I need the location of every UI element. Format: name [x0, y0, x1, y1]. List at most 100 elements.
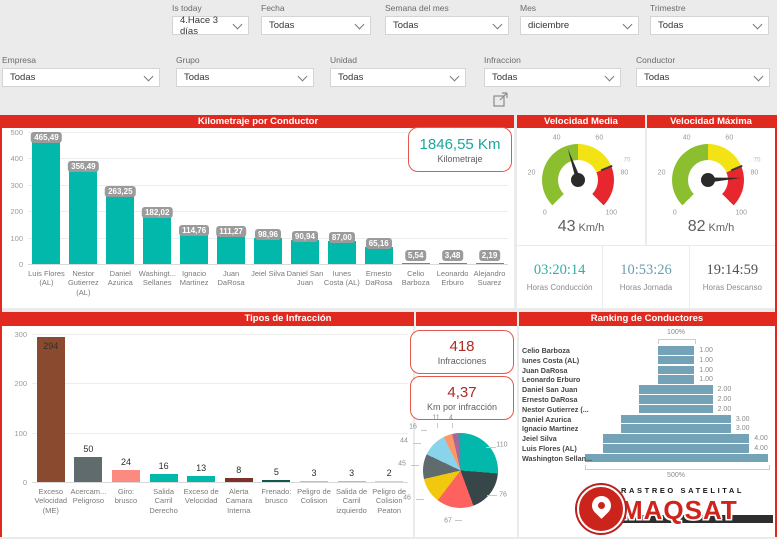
bar[interactable] [475, 262, 504, 264]
filter-value: Todas [10, 72, 36, 83]
bar[interactable] [106, 194, 135, 264]
funnel-value-label: 3.00 [735, 425, 750, 433]
filter-empresa-dropdown[interactable]: Todas [2, 68, 160, 87]
filter-label: Semana del mes [385, 3, 449, 13]
gauge-tick-label: 60 [595, 134, 604, 142]
funnel-value-label: 2.00 [717, 396, 732, 403]
bar[interactable] [217, 234, 246, 264]
filter-is-today-dropdown[interactable]: 4.Hace 3 días [172, 14, 249, 37]
bar[interactable] [180, 233, 209, 264]
bar[interactable] [74, 457, 103, 482]
filter-label: Unidad [330, 55, 357, 65]
funnel-value-label: 1.00 [699, 366, 713, 374]
funnel-bar[interactable] [584, 453, 768, 463]
filter-trimestre-dropdown[interactable]: Todas [650, 16, 769, 35]
filter-value: diciembre [528, 20, 570, 31]
funnel-bar[interactable] [639, 385, 713, 394]
bar[interactable] [36, 336, 65, 482]
bar[interactable] [69, 169, 98, 264]
bar-value-label: 111,27 [216, 225, 246, 237]
bar[interactable] [262, 479, 291, 482]
ranking-title: Ranking de Conductores [590, 313, 704, 324]
filter-infraccion-dropdown[interactable]: Todas [484, 68, 621, 87]
bar[interactable] [187, 475, 216, 482]
funnel-row-name: Iunes Costa (AL) [522, 355, 580, 365]
funnel-bar[interactable] [639, 404, 713, 414]
filter-grupo-dropdown[interactable]: Todas [176, 68, 314, 87]
funnel-row-name: Washington Sellan... [522, 453, 593, 463]
bar[interactable] [149, 474, 178, 482]
funnel-bar[interactable] [639, 395, 713, 404]
bar[interactable] [364, 246, 393, 264]
filter-label: Is today [172, 3, 202, 13]
bar-value-label: 24 [120, 457, 131, 468]
funnel-bar[interactable] [657, 346, 695, 355]
y-axis-tick: 0 [22, 478, 27, 487]
funnel-bar[interactable] [602, 444, 750, 453]
x-axis-label: Juan DaRosa [217, 269, 245, 288]
gauge-hub [571, 173, 585, 187]
bar[interactable] [224, 478, 253, 482]
gauge-tick-label: 100 [605, 209, 618, 217]
time-stat-value: 19:14:59 [706, 262, 759, 278]
pie-slice-label: 45 [398, 460, 406, 468]
y-axis-tick: 100 [14, 428, 27, 438]
focus-mode-icon[interactable] [490, 88, 512, 110]
pie-disc[interactable] [423, 433, 498, 508]
filter-conductor-dropdown[interactable]: Todas [636, 68, 770, 87]
bar[interactable] [111, 470, 140, 482]
velocidad-maxima-panel: Velocidad Máxima 0 20 40 60 80 100 75 82 Km/h [647, 115, 775, 245]
bar[interactable] [375, 480, 404, 482]
filter-semana-del-mes-dropdown[interactable]: Todas [385, 16, 509, 35]
funnel-bar[interactable] [657, 355, 695, 365]
bar[interactable] [32, 141, 61, 264]
bar-value-label: 13 [196, 462, 207, 473]
filter-mes-dropdown[interactable]: diciembre [520, 16, 639, 35]
gauge-value: 43 Km/h [517, 218, 645, 236]
bar-value-label: 3 [349, 467, 355, 478]
bar[interactable] [143, 215, 172, 264]
funnel-value-label: 1.00 [699, 356, 713, 364]
y-axis-tick: 300 [14, 330, 27, 339]
filter-trimestre: Trimestre Todas [650, 3, 769, 35]
x-axis-label: Washingt... Sellanes [138, 269, 177, 288]
bar[interactable] [401, 262, 430, 264]
bar-value-label: 87,00 [328, 232, 355, 244]
page-border-right [775, 115, 777, 537]
funnel-bar[interactable] [621, 424, 731, 433]
filter-value: 4.Hace 3 días [180, 14, 219, 37]
y-axis-tick: 100 [10, 233, 23, 243]
bar[interactable] [327, 241, 356, 264]
bar[interactable] [438, 262, 467, 264]
bar-value-label: 50 [83, 444, 94, 455]
filter-value: Todas [393, 20, 419, 31]
filter-unidad-dropdown[interactable]: Todas [330, 68, 466, 87]
pie-leader-line [486, 447, 496, 448]
x-axis-label: Jeiel Silva [251, 269, 285, 278]
funnel-bar[interactable] [602, 434, 750, 443]
bar[interactable] [337, 480, 366, 482]
x-axis-label: Peligro de Colision Peaton [372, 487, 407, 515]
gauge-tick-label: 100 [735, 209, 748, 217]
bar-column: 3 [333, 334, 371, 482]
funnel-row-name: Celio Barboza [522, 346, 570, 355]
funnel-bar[interactable] [621, 414, 731, 424]
header-divider [517, 312, 519, 326]
bar-value-label: 5,54 [404, 250, 427, 261]
filter-label: Trimestre [650, 3, 686, 13]
funnel-bar[interactable] [657, 375, 695, 384]
pie-leader-line [411, 465, 419, 466]
bar[interactable] [290, 240, 319, 264]
bar-column: 98,96 [250, 132, 287, 264]
filter-grupo: Grupo Todas [176, 55, 314, 87]
km-por-infraccion-kpi-card: 4,37 Km por infracción [410, 376, 514, 420]
bar[interactable] [253, 237, 282, 264]
funnel-row-name: Daniel San Juan [522, 385, 578, 395]
time-stat-horas-jornada: 10:53:26 Horas Jornada [602, 246, 688, 308]
gauge-hub [701, 173, 715, 187]
bar[interactable] [299, 480, 328, 482]
bar-value-label: 3 [311, 467, 317, 478]
maqsat-logo: RASTREO SATELITAL MAQSAT [577, 484, 773, 533]
filter-fecha-dropdown[interactable]: Todas [261, 16, 371, 35]
funnel-bar[interactable] [657, 365, 695, 375]
